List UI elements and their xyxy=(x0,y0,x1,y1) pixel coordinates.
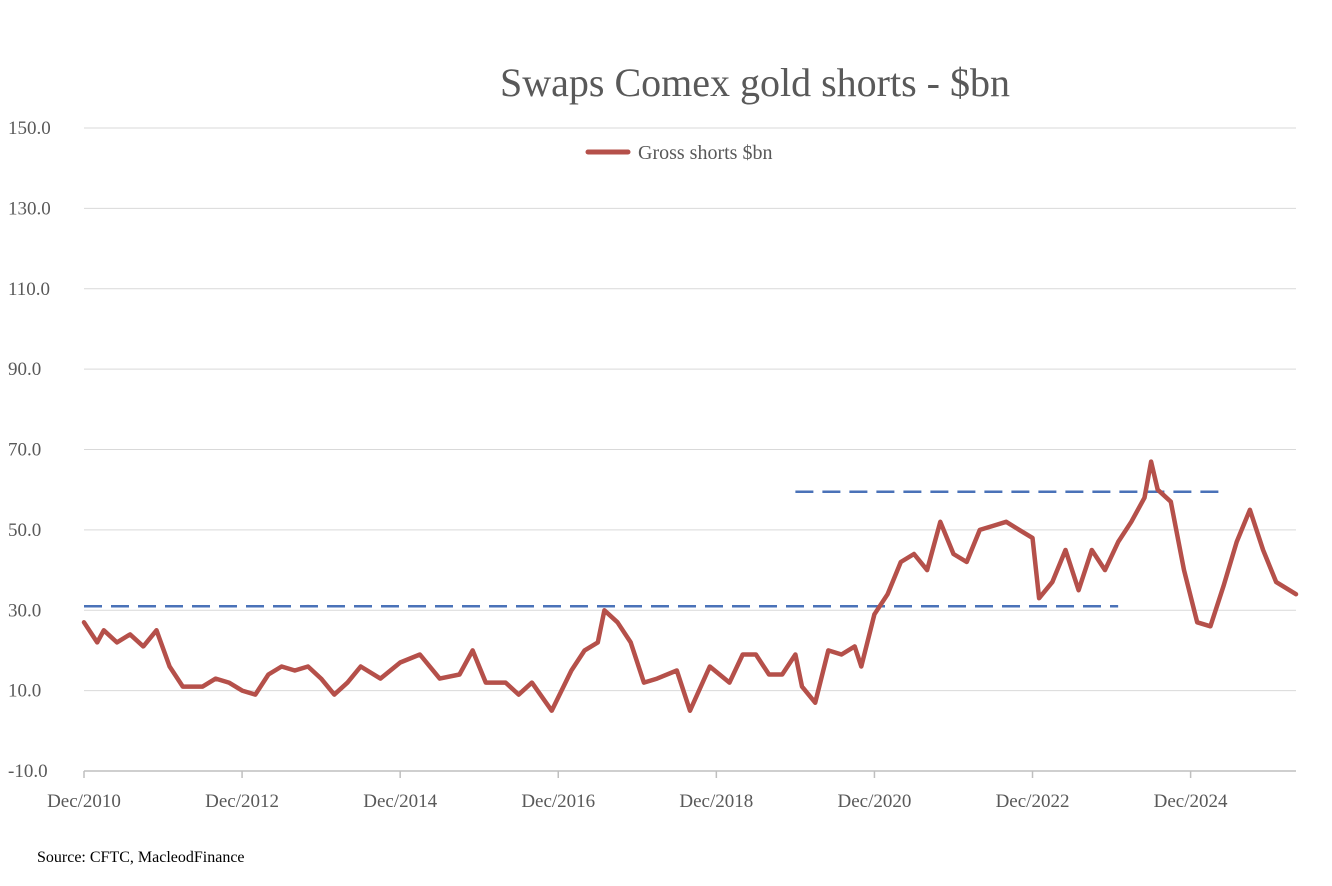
y-tick-label: 110.0 xyxy=(8,279,50,300)
y-tick-label: 70.0 xyxy=(8,440,41,461)
x-tick-label: Dec/2012 xyxy=(205,791,279,812)
x-tick-label: Dec/2022 xyxy=(996,791,1070,812)
y-tick-label: 50.0 xyxy=(8,520,41,541)
y-tick-label: 130.0 xyxy=(8,198,51,219)
series-group xyxy=(81,459,1299,713)
chart-title: Swaps Comex gold shorts - $bn xyxy=(500,60,1010,105)
x-tick-label: Dec/2010 xyxy=(47,791,121,812)
y-tick-label: 30.0 xyxy=(8,600,41,621)
x-tick-label: Dec/2018 xyxy=(679,791,753,812)
x-tick-label: Dec/2020 xyxy=(837,791,911,812)
x-tick-label: Dec/2016 xyxy=(521,791,595,812)
source-note: Source: CFTC, MacleodFinance xyxy=(37,849,245,866)
y-tick-label: 90.0 xyxy=(8,359,41,380)
gridlines xyxy=(84,127,1296,692)
x-axis: Dec/2010 Dec/2012 Dec/2014 Dec/2016 Dec/2018… xyxy=(47,770,1296,812)
legend: Gross shorts $bn xyxy=(585,142,772,164)
y-tick-label: -10.0 xyxy=(8,761,48,782)
x-tick-label: Dec/2024 xyxy=(1154,791,1228,812)
series-line-gross-shorts xyxy=(81,459,1299,713)
y-tick-label: 150.0 xyxy=(8,118,51,139)
x-tick-label: Dec/2014 xyxy=(363,791,437,812)
reference-lines xyxy=(84,490,1224,608)
y-axis-tick-labels: 150.0 130.0 110.0 90.0 70.0 50.0 30.0 10.0 -10.0 xyxy=(8,118,51,782)
y-tick-label: 10.0 xyxy=(8,681,41,702)
legend-label: Gross shorts $bn xyxy=(638,142,772,164)
